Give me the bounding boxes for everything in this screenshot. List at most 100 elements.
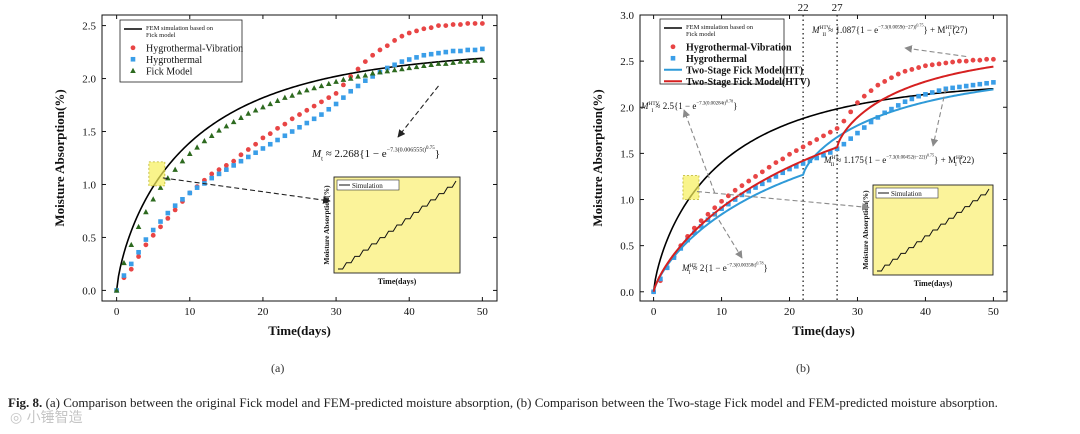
panel-a-point [363, 78, 368, 83]
panel-b-point [773, 174, 779, 179]
panel-b-point [936, 88, 942, 93]
panel-b-legend-label: Hygrothermal-Vibration [686, 42, 792, 53]
panel-a-point [479, 57, 486, 63]
panel-a-legend-label: Hygrothermal-Vibration [146, 43, 243, 54]
panel-b-xtick-label: 0 [651, 306, 657, 318]
panel-a-label: (a) [271, 361, 285, 375]
panel-a-point [238, 158, 244, 164]
panel-b-point [773, 160, 779, 166]
panel-b-point [800, 161, 806, 166]
panel-b-point [977, 81, 983, 87]
panel-a-ytick-label: 0.0 [82, 285, 96, 297]
panel-b-inset: Simulation Time(days) Moisture Absorption(… [861, 184, 994, 288]
panel-b-point [943, 60, 949, 66]
panel-b-point [698, 223, 704, 229]
panel-b-point [807, 140, 813, 146]
panel-b-point [732, 187, 738, 193]
panel-b-point [692, 230, 697, 236]
panel-b-point [664, 265, 670, 271]
panel-a-inset: Simulation Time(days) Moisture Absorption(… [322, 176, 461, 286]
panel-a-point [209, 175, 215, 181]
panel-a-point [340, 76, 347, 82]
panel-a-point [208, 132, 215, 138]
panel-b-inset-arrow [696, 190, 870, 211]
panel-b-point [882, 110, 887, 116]
watermark: ◎ 小锤智造 [10, 410, 83, 426]
panel-a-point [275, 137, 280, 143]
panel-b-point [977, 57, 983, 63]
panel-a-inset-curve [338, 180, 457, 270]
panel-b-point [780, 170, 786, 176]
panel-a-point [282, 133, 288, 139]
panel-a-point [150, 227, 156, 233]
panel-a-point [443, 49, 449, 55]
panel-b-point [950, 85, 955, 91]
panel-b-legend-swatch [670, 44, 676, 50]
panel-b-point [834, 126, 840, 131]
panel-a-equation: Mt ≈ 2.268{1 − e−7.3(0.006555t)0.75} [311, 146, 440, 163]
figure-canvas: 0 10 20 30 40 50 0.0 0.5 1.0 1.5 2.0 2.5 Time(days) M… [52, 2, 1008, 338]
panel-a-legend-box [119, 19, 243, 83]
panel-a-point [384, 43, 390, 49]
panel-a-point [414, 55, 419, 60]
panel-b-point [821, 133, 826, 139]
panel-b-point [868, 119, 874, 125]
panel-a-point [362, 72, 369, 78]
panel-b-line-two-stage-fick-model-ht- [652, 88, 994, 293]
panel-b-ylabel: Moisture Absorption(%) [590, 89, 605, 226]
panel-b-xlabel: Time(days) [792, 323, 855, 338]
panel-b-legend-swatch [670, 55, 676, 61]
panel-a-point [333, 78, 339, 84]
caption-text: (a) Comparison between the original Fick… [45, 395, 998, 410]
panel-a-point [143, 237, 149, 242]
panel-b-point [827, 150, 833, 155]
panel-b-xtick-label: 10 [716, 306, 728, 318]
panel-b-ytick-label: 2.0 [620, 102, 634, 114]
panel-b-point [895, 71, 901, 77]
panel-b-ytick-label: 3.0 [620, 10, 634, 22]
panel-a-point [267, 100, 274, 107]
panel-a-line-fem-simulation-based-on-fick-model [115, 57, 483, 291]
panel-a-point [355, 83, 361, 89]
panel-a-xtick-label: 0 [114, 306, 120, 318]
panel-b-ytick-label: 0.0 [620, 287, 634, 299]
panel-b-point [658, 276, 663, 282]
panel-a-point [128, 266, 134, 272]
panel-a-point [436, 23, 441, 28]
panel-b-point [705, 211, 711, 217]
panel-a-point [150, 196, 157, 202]
panel-b-point [916, 93, 921, 99]
panel-b-point [841, 118, 847, 124]
panel-a-point [260, 104, 266, 110]
panel-a-inset-legend-box [336, 179, 400, 191]
panel-b-point [957, 58, 962, 64]
panel-a-legend-label: Hygrothermal [146, 55, 202, 66]
panel-a-point [340, 82, 346, 88]
panel-b-point [963, 58, 969, 64]
panel-a-point [362, 59, 368, 65]
panel-b-ytick-label: 0.5 [620, 241, 634, 253]
panel-b-inset-ylabel: Moisture Absorption(%) [861, 190, 870, 270]
panel-a-point [480, 46, 485, 52]
panel-a-point [186, 150, 193, 156]
panel-b-arrow-htv2 [904, 45, 967, 58]
panel-a-plot-frame [101, 14, 498, 302]
panel-a-point [230, 118, 237, 125]
panel-a-point [121, 273, 127, 278]
panel-b-point [685, 237, 690, 243]
panel-a-point [135, 223, 142, 230]
panel-a-point [450, 22, 456, 27]
panel-a-point [421, 26, 427, 32]
panel-a-legend-label-0a: FEM simulation based on [146, 25, 214, 32]
panel-a-ytick-label: 2.0 [82, 74, 96, 86]
panel-a-point [436, 50, 441, 56]
panel-a-legend-swatch [130, 45, 136, 51]
panel-b-point [902, 68, 908, 74]
panel-b-label: (b) [796, 361, 810, 375]
panel-a-point [209, 171, 215, 177]
panel-a-point [260, 146, 266, 151]
panel-a-ytick-label: 0.5 [82, 232, 96, 244]
panel-a-ytick-label: 1.0 [82, 179, 96, 191]
